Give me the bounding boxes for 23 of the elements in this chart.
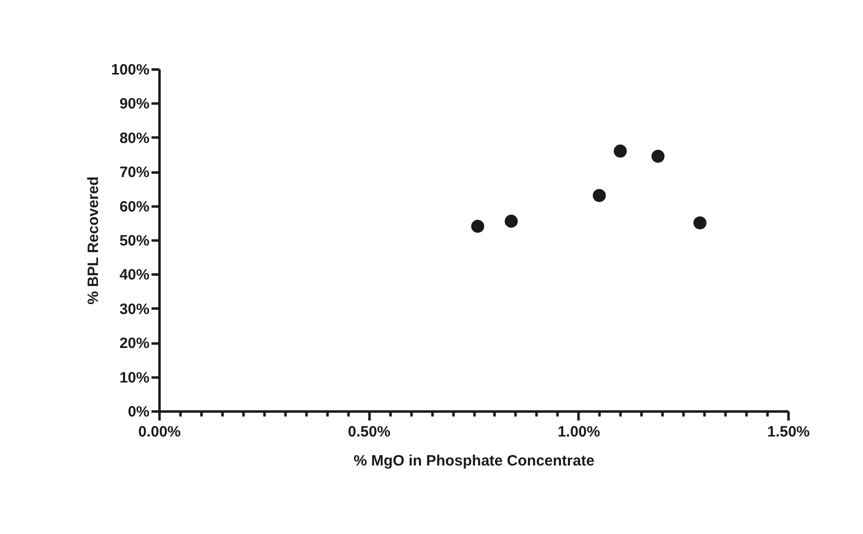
point bbox=[592, 189, 606, 202]
y-tick-label: 30% bbox=[119, 300, 150, 318]
x-tick-label: 0.00% bbox=[138, 424, 181, 440]
x-tick-label: 1.00% bbox=[558, 424, 600, 440]
x-tick-label: 0.50% bbox=[348, 424, 390, 440]
x-axis-title: % MgO in Phosphate Concentrate bbox=[354, 452, 594, 470]
y-tick-label: 20% bbox=[119, 335, 150, 352]
x-tick-label: 1.50% bbox=[767, 424, 810, 440]
y-tick-label: 90% bbox=[119, 96, 150, 113]
y-tick-label: 10% bbox=[119, 369, 150, 386]
y-tick-label: 100% bbox=[111, 62, 150, 78]
point bbox=[614, 144, 627, 158]
point bbox=[504, 214, 518, 228]
y-tick-label: 60% bbox=[119, 198, 150, 216]
y-tick-label: 70% bbox=[119, 164, 150, 182]
point bbox=[651, 150, 665, 163]
y-tick-label: 50% bbox=[119, 232, 150, 250]
y-axis-title: % BPL Recovered bbox=[85, 176, 102, 305]
y-tick-label: 80% bbox=[119, 130, 150, 147]
point bbox=[693, 216, 706, 230]
y-tick-label: 40% bbox=[119, 266, 150, 284]
point bbox=[471, 220, 484, 233]
y-tick-label: 0% bbox=[128, 404, 150, 420]
